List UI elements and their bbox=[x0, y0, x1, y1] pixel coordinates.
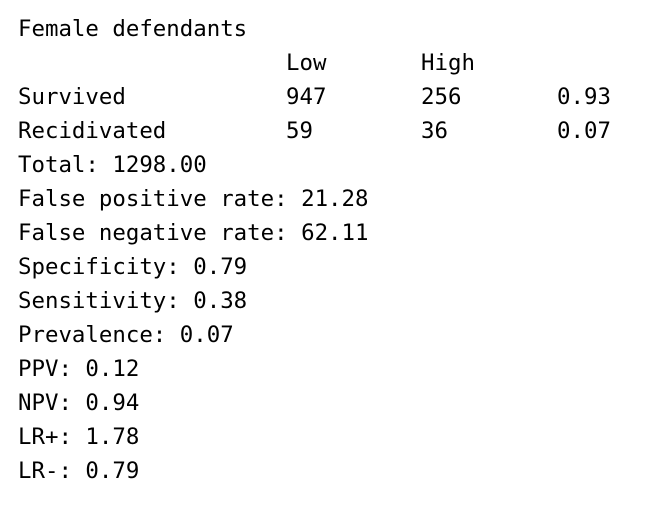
stat-sensitivity: Sensitivity: 0.38 bbox=[18, 288, 248, 314]
cell-high: 36 bbox=[421, 118, 448, 144]
table-row-survived: Survived 947 256 0.93 bbox=[18, 80, 638, 114]
column-header-high: High bbox=[421, 50, 475, 76]
stat-false-positive-rate: False positive rate: 21.28 bbox=[18, 186, 369, 212]
cell-low: 59 bbox=[286, 118, 313, 144]
cell-high: 256 bbox=[421, 84, 462, 110]
stat-lr-negative: LR-: 0.79 bbox=[18, 458, 140, 484]
table-row-recidivated: Recidivated 59 36 0.07 bbox=[18, 114, 638, 148]
cell-proportion: 0.07 bbox=[557, 118, 611, 144]
row-label: Recidivated bbox=[18, 118, 167, 144]
row-label: Survived bbox=[18, 84, 126, 110]
cell-low: 947 bbox=[286, 84, 327, 110]
stat-total: Total: 1298.00 bbox=[18, 152, 207, 178]
output-title: Female defendants bbox=[18, 16, 248, 42]
stat-lr-positive: LR+: 1.78 bbox=[18, 424, 140, 450]
console-output: Female defendants Low High Survived 947 … bbox=[18, 12, 638, 488]
column-header-low: Low bbox=[286, 50, 327, 76]
cell-proportion: 0.93 bbox=[557, 84, 611, 110]
stat-ppv: PPV: 0.12 bbox=[18, 356, 140, 382]
table-header-row: Low High bbox=[18, 46, 638, 80]
stat-specificity: Specificity: 0.79 bbox=[18, 254, 248, 280]
stat-prevalence: Prevalence: 0.07 bbox=[18, 322, 234, 348]
stat-false-negative-rate: False negative rate: 62.11 bbox=[18, 220, 369, 246]
stat-npv: NPV: 0.94 bbox=[18, 390, 140, 416]
